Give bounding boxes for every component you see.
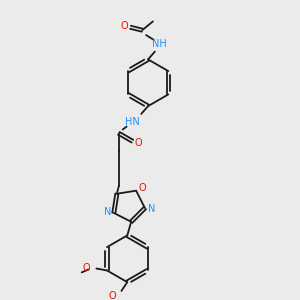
Text: O: O [121,21,128,31]
Text: HN: HN [125,117,140,127]
Text: O: O [83,262,90,272]
Text: NH: NH [152,39,167,49]
Text: N: N [148,204,155,214]
Text: O: O [109,291,116,300]
Text: O: O [138,183,146,193]
Text: N: N [104,207,112,217]
Text: O: O [134,138,142,148]
